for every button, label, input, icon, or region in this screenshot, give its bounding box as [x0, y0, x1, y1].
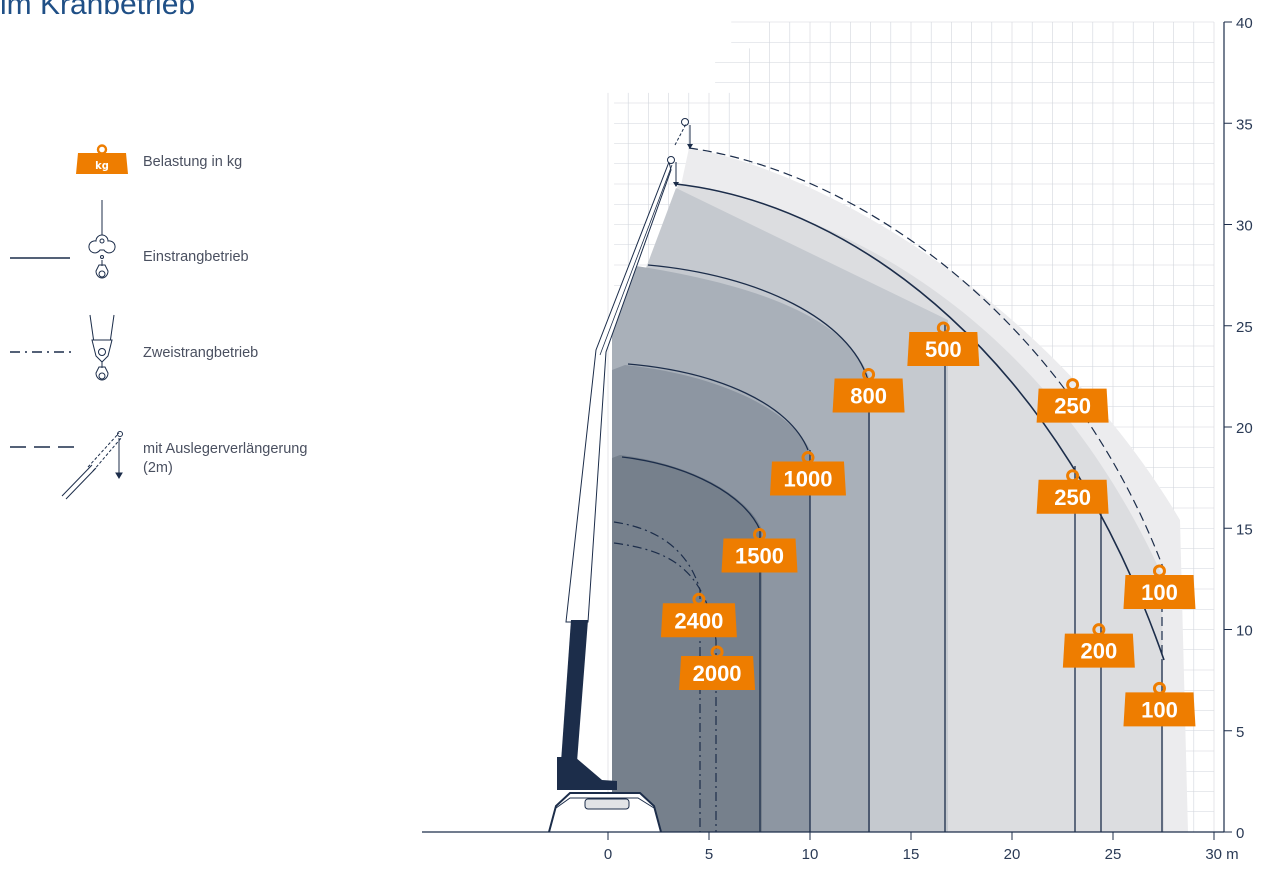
load-tag-body [1036, 479, 1109, 514]
load-tag-value: 1500 [735, 544, 784, 569]
y-tick-label: 20 [1236, 420, 1253, 437]
x-tick-label: 5 [705, 846, 713, 863]
load-tag-body [1062, 633, 1135, 668]
curve-1000 [627, 363, 809, 451]
load-tag-body [1036, 388, 1109, 423]
boom-tip-pulley [667, 156, 675, 164]
load-tag-body [832, 378, 905, 413]
x-tick-label: 30 m [1205, 846, 1238, 863]
boom-extension-icon [61, 431, 123, 500]
crane-track [584, 798, 630, 810]
crane-illustration [548, 118, 693, 833]
load-tag-value: 800 [850, 384, 887, 409]
y-tick-label: 35 [1236, 116, 1253, 133]
legend-graphics: kg [10, 144, 128, 500]
x-tick-label: 25 [1105, 846, 1122, 863]
load-tag-body [1123, 574, 1196, 609]
load-tags: 500 800 1000 1500 2400 2000 250 250 200 100 100 [660, 321, 1196, 727]
crane-body [557, 757, 617, 790]
hook-double-icon [89, 314, 115, 381]
y-tick-label: 30 [1236, 218, 1253, 235]
y-tick-label: 10 [1236, 623, 1253, 640]
load-tag-value: 1000 [784, 467, 833, 492]
legend-extension-text-line2: (2m) [143, 460, 173, 476]
extension-tip-pulley [681, 118, 689, 126]
load-tag-body [1123, 692, 1196, 727]
legend-load-text: Belastung in kg [143, 154, 243, 170]
crane-boom-base [561, 620, 588, 762]
legend: kg [0, 140, 340, 500]
load-tag-value: 100 [1141, 697, 1178, 722]
load-tag: 100 [1123, 681, 1196, 727]
load-tag: 500 [907, 321, 980, 366]
load-tag-value: 200 [1081, 639, 1118, 664]
legend-extension-text: mit Auslegerverlängerung (2m) [143, 440, 307, 478]
y-tick-label: 15 [1236, 521, 1253, 538]
y-tick-label: 40 [1236, 15, 1253, 32]
weight-icon: kg [76, 144, 128, 174]
load-curves [613, 147, 1165, 661]
curve-1500 [621, 456, 761, 531]
legend-extension-text-line1: mit Auslegerverlängerung [143, 441, 308, 457]
load-tag: 1000 [769, 451, 846, 496]
y-tick-label: 25 [1236, 319, 1253, 336]
load-tag-value: 2400 [674, 608, 723, 633]
load-tag-value: 2000 [693, 661, 742, 686]
load-tag-body [907, 331, 980, 366]
load-tag-body [679, 655, 756, 690]
curve-800 [647, 264, 869, 381]
load-tag-value: 500 [925, 337, 962, 362]
load-tag: 2400 [660, 592, 737, 638]
x-tick-label: 15 [903, 846, 920, 863]
load-tag: 800 [832, 368, 905, 413]
page-title: im Kranbetrieb [0, 0, 196, 21]
curve-2000 [613, 542, 717, 641]
load-tag-value: 250 [1054, 394, 1091, 419]
x-tick-label: 20 [1004, 846, 1021, 863]
load-tag: 2000 [679, 645, 756, 690]
legend-double-line-text: Zweistrangbetrieb [143, 345, 259, 361]
legend-single-line-text: Einstrangbetrieb [143, 249, 249, 265]
load-tag-body [660, 603, 737, 638]
load-tag: 100 [1123, 564, 1196, 609]
curve-500 [675, 183, 1165, 661]
crane-boom [565, 160, 672, 623]
load-tag-value: 250 [1054, 485, 1091, 510]
x-tick-label: 10 [802, 846, 819, 863]
y-tick-label: 0 [1236, 825, 1244, 842]
load-tag-value: 100 [1141, 580, 1178, 605]
load-tag: 1500 [721, 528, 798, 573]
load-tag-body [721, 538, 798, 573]
y-tick-label: 5 [1236, 724, 1244, 741]
load-tag: 200 [1062, 623, 1135, 668]
load-tag: 250 [1036, 469, 1109, 514]
weight-icon-label: kg [95, 159, 109, 172]
load-tag-body [769, 461, 846, 496]
x-tick-label: 0 [604, 846, 612, 863]
curve-2400 [613, 521, 701, 591]
curve-extension [688, 147, 1165, 571]
crane-outriggers [548, 792, 662, 833]
load-tag: 250 [1036, 378, 1109, 423]
range-1500 [612, 455, 762, 832]
chart-axes: 0 5 10 15 20 25 30 m 0 5 10 15 20 25 30 35 40 [422, 15, 1253, 863]
hook-single-icon [88, 200, 116, 279]
